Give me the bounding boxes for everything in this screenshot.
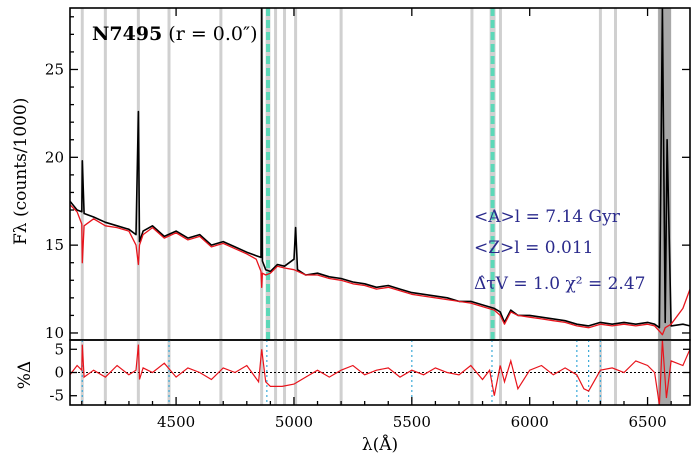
fit-annotation: <Z>l = 0.011 — [474, 238, 593, 258]
residual-line — [70, 340, 690, 405]
masked-line-band — [283, 8, 287, 340]
masked-line-band — [167, 340, 171, 405]
masked-line-band — [598, 340, 602, 405]
y-tick-label: 15 — [45, 236, 64, 254]
observed-spectrum-line — [70, 8, 690, 329]
chart-title-radius: (r = 0.0″) — [162, 23, 257, 45]
masked-line-band — [498, 8, 502, 340]
x-tick-label: 5500 — [393, 413, 431, 431]
y-tick-label: -5 — [49, 387, 64, 405]
masked-line-band — [614, 8, 618, 340]
masked-line-band — [260, 340, 264, 405]
spectrum-y-axis-label: Fλ (counts/1000) — [11, 98, 31, 245]
masked-line-band — [219, 8, 223, 340]
masked-line-band — [294, 8, 298, 340]
x-tick-label: 4500 — [157, 413, 195, 431]
masked-line-band — [498, 340, 502, 405]
emission-band — [265, 8, 271, 340]
emission-band — [489, 8, 496, 340]
residual-y-axis-label: %Δ — [15, 361, 35, 389]
y-tick-label: 20 — [45, 148, 64, 166]
masked-line-band — [219, 340, 223, 405]
masked-line-band — [283, 340, 287, 405]
masked-line-band — [470, 8, 474, 340]
y-tick-label: 10 — [45, 324, 64, 342]
y-tick-label: 0 — [54, 364, 64, 382]
x-tick-label: 5000 — [275, 413, 313, 431]
masked-line-band — [339, 340, 343, 405]
x-tick-label: 6500 — [628, 413, 666, 431]
fit-annotation: Δ̂τV = 1.0 χ² = 2.47 — [474, 274, 645, 294]
chart-title-galaxy: N7495 — [92, 23, 162, 45]
wavelength-x-axis-label: λ(Å) — [362, 434, 398, 455]
spectrum-panel: 10 15 20 25 N7495 (r = 0.0″) Fλ (counts/100… — [11, 7, 691, 342]
x-tick-label: 6000 — [511, 413, 549, 431]
masked-line-band — [103, 8, 107, 340]
masked-line-band — [167, 8, 171, 340]
y-tick-label: 5 — [54, 340, 64, 358]
y-tick-label: 25 — [45, 60, 64, 78]
masked-line-band — [274, 8, 278, 340]
model-spectrum-line — [70, 204, 690, 336]
residual-panel: -5 0 5 4500 5000 5500 6000 6500 %Δ λ(Å) — [15, 339, 691, 455]
fit-annotation: <A>l = 7.14 Gyr — [474, 207, 621, 227]
masked-line-band — [103, 340, 107, 405]
masked-line-band — [339, 8, 343, 340]
masked-line-band — [598, 8, 602, 340]
chart-title: N7495 (r = 0.0″) — [92, 23, 258, 45]
